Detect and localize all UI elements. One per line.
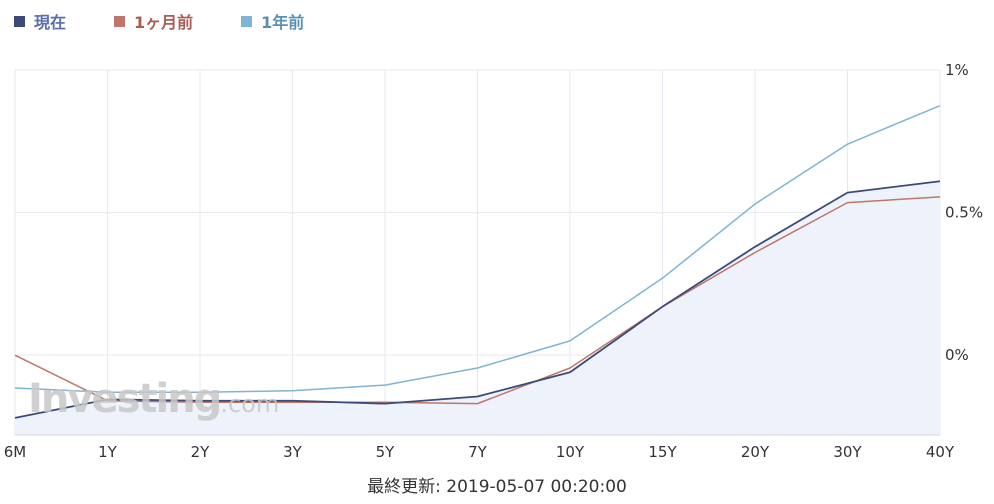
series-line-1 [14, 196, 941, 405]
chart-legend: 現在 1ヶ月前 1年前 [14, 8, 352, 34]
x-tick-label: 1Y [98, 443, 118, 461]
x-tick-label: 10Y [556, 443, 585, 461]
x-tick-label: 7Y [468, 443, 488, 461]
x-tick-label: 5Y [376, 443, 396, 461]
x-tick-label: 30Y [833, 443, 862, 461]
x-tick-label: 40Y [926, 443, 955, 461]
legend-label: 現在 [34, 13, 67, 32]
y-tick-label: 0% [945, 346, 969, 364]
last-updated-text: 最終更新: 2019-05-07 00:20:00 [367, 477, 627, 497]
current-series-area [15, 181, 940, 435]
legend-label: 1年前 [261, 13, 305, 32]
series-line-0 [14, 180, 941, 419]
y-tick-label: 0.5% [945, 204, 983, 222]
y-tick-label: 1% [945, 61, 969, 79]
x-tick-label: 3Y [283, 443, 303, 461]
x-tick-label: 6M [4, 443, 27, 461]
x-tick-label: 20Y [741, 443, 770, 461]
legend-swatch-icon [114, 15, 126, 27]
x-tick-label: 2Y [191, 443, 211, 461]
legend-item-0[interactable]: 現在 [14, 9, 66, 33]
legend-swatch-icon [241, 15, 253, 27]
legend-item-2[interactable]: 1年前 [241, 9, 304, 33]
series-line-2 [14, 104, 941, 393]
legend-swatch-icon [14, 15, 25, 27]
x-tick-label: 15Y [648, 443, 677, 461]
legend-item-1[interactable]: 1ヶ月前 [114, 9, 193, 33]
legend-label: 1ヶ月前 [134, 13, 194, 32]
